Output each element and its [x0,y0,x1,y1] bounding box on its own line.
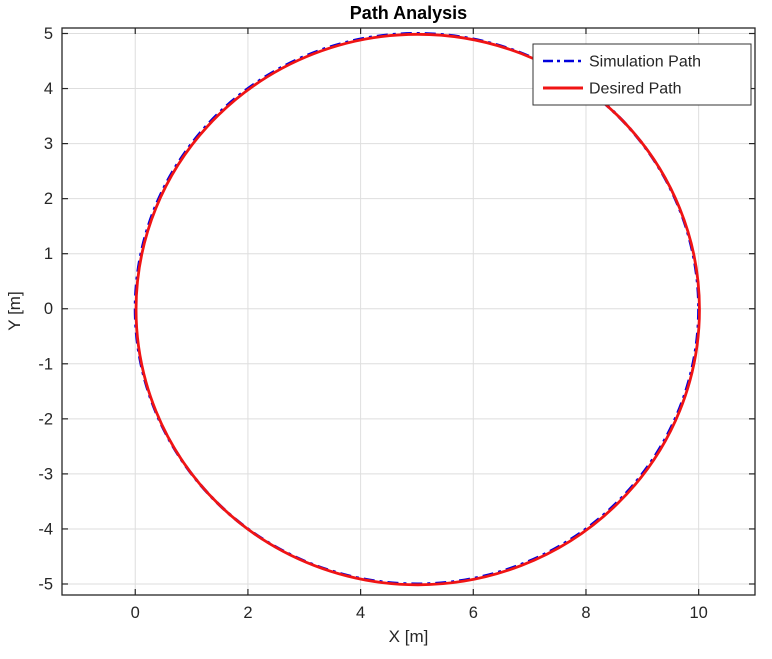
svg-text:4: 4 [356,604,365,622]
svg-text:0: 0 [44,300,53,318]
svg-text:-1: -1 [38,355,53,373]
grid-lines [62,28,755,595]
svg-text:-3: -3 [38,465,53,483]
series-desired-path [134,32,701,587]
svg-text:-4: -4 [38,520,53,538]
legend-label: Simulation Path [589,54,701,71]
x-tick-labels: 0 2 4 6 8 10 [131,604,708,622]
svg-text:6: 6 [469,604,478,622]
legend: Simulation Path Desired Path [532,43,752,106]
svg-text:4: 4 [44,80,53,98]
legend-entry: Desired Path [543,81,682,98]
svg-text:3: 3 [44,135,53,153]
svg-text:-5: -5 [38,575,53,593]
svg-text:10: 10 [689,604,707,622]
tick-marks [62,28,755,595]
legend-box [532,43,752,106]
axes-box [61,27,756,596]
svg-text:5: 5 [44,25,53,43]
y-tick-labels: -5 -4 -3 -2 -1 0 1 2 3 4 5 [38,25,53,593]
svg-text:2: 2 [243,604,252,622]
svg-text:1: 1 [44,245,53,263]
legend-label: Desired Path [589,81,682,98]
svg-text:2: 2 [44,190,53,208]
svg-text:-2: -2 [38,410,53,428]
svg-text:0: 0 [131,604,140,622]
y-axis-label: Y [m] [5,291,24,331]
svg-text:8: 8 [581,604,590,622]
chart-title: Path Analysis [349,3,468,23]
x-axis-label: X [m] [388,627,429,646]
legend-entry: Simulation Path [543,54,701,71]
